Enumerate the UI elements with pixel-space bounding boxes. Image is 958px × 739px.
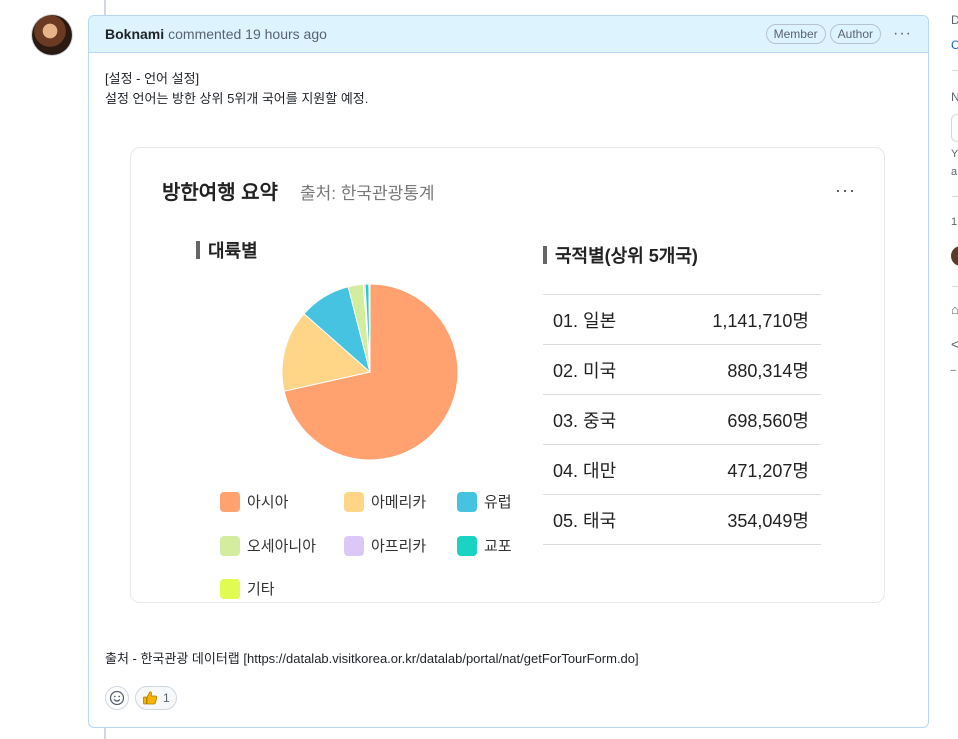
rank-value: 471,207명 [727, 460, 809, 481]
comment-box: Boknami commented 19 hours ago Member Au… [88, 15, 929, 728]
table-row: 05. 태국 354,049명 [543, 495, 821, 545]
legend-swatch [457, 535, 477, 556]
pie-slice-2 [281, 313, 372, 392]
author-badge: Author [829, 24, 882, 44]
legend-swatch [220, 578, 240, 599]
sidebar-letter: 1 [951, 216, 958, 228]
avatar[interactable] [32, 15, 72, 55]
legend-swatch [344, 535, 364, 556]
member-badge: Member [765, 24, 826, 44]
pin-icon[interactable]: ‾ [951, 368, 956, 383]
legend-item-africa: 아프리카 [344, 535, 426, 556]
sidebar-avatar[interactable] [951, 246, 958, 266]
table-row: 01. 일본 1,141,710명 [543, 295, 821, 345]
sidebar-button[interactable] [951, 114, 958, 142]
rank-country: 05. 태국 [553, 510, 617, 531]
table-row: 04. 대만 471,207명 [543, 445, 821, 495]
header-actions: Member Author ··· [765, 24, 912, 44]
legend-label: 오세아니아 [247, 538, 317, 555]
legend-item-overseas-korean: 교포 [457, 535, 512, 556]
add-reaction-button[interactable] [105, 686, 129, 710]
legend-label: 유럽 [484, 494, 512, 511]
nation-section-title: 국적별(상위 5개국) [543, 242, 698, 268]
share-icon[interactable]: < [951, 336, 958, 352]
legend-label: 교포 [484, 538, 512, 555]
rank-value: 354,049명 [727, 510, 809, 531]
continent-pie-chart [281, 283, 459, 461]
legend-swatch [344, 491, 364, 512]
legend-label: 아시아 [247, 494, 289, 511]
legend-item-europe: 유럽 [457, 491, 512, 512]
sidebar-divider [952, 70, 958, 71]
continent-section-title: 대륙별 [196, 237, 258, 263]
section-marker [543, 246, 547, 264]
notification-icon[interactable]: ⌂ [951, 302, 958, 317]
legend-swatch [220, 535, 240, 556]
legend-label: 아메리카 [371, 494, 427, 511]
sidebar-letter[interactable]: C [951, 38, 958, 52]
legend-item-asia: 아시아 [220, 491, 288, 512]
body-line-2: 설정 언어는 방한 상위 5위개 국어를 지원할 예정. [105, 91, 369, 106]
rank-country: 04. 대만 [553, 460, 617, 481]
section-marker [196, 241, 200, 259]
comment-timestamp[interactable]: commented 19 hours ago [168, 26, 327, 42]
sidebar-divider [952, 196, 958, 197]
sidebar-letter: Y [951, 148, 958, 160]
sidebar-letter: D [951, 13, 958, 27]
pie-slice-7 [368, 283, 371, 373]
right-sidebar-clipped: D C N Y a 1 ⌂ < ‾ [944, 0, 958, 739]
nation-title-text: 국적별(상위 5개국) [555, 246, 698, 266]
pie-svg [281, 283, 459, 461]
legend-swatch [457, 491, 477, 512]
table-row: 03. 중국 698,560명 [543, 395, 821, 445]
sidebar-letter: a [951, 166, 958, 178]
legend-swatch [220, 491, 240, 512]
legend-item-oceania: 오세아니아 [220, 535, 316, 556]
comment-body: [설정 - 언어 설정] 설정 언어는 방한 상위 5위개 국어를 지원할 예정… [89, 53, 928, 109]
legend-item-america: 아메리카 [344, 491, 426, 512]
rank-value: 880,314명 [727, 360, 809, 381]
body-line-1: [설정 - 언어 설정] [105, 71, 200, 86]
author-name[interactable]: Boknami [105, 26, 165, 42]
pie-slice-1 [283, 283, 459, 461]
table-row: 02. 미국 880,314명 [543, 345, 821, 395]
comment-header: Boknami commented 19 hours ago Member Au… [89, 16, 928, 53]
tourism-summary-image[interactable]: 방한여행 요약 출처: 한국관광통계 ··· 대륙별 아시아 아메리카 [130, 147, 885, 603]
thumbs-up-count: 1 [163, 691, 170, 705]
reactions-bar: 1 [105, 686, 177, 710]
rank-country: 01. 일본 [553, 310, 617, 331]
continent-title-text: 대륙별 [208, 241, 258, 261]
card-source: 출처: 한국관광통계 [300, 184, 435, 203]
sidebar-letter: N [951, 90, 958, 104]
thumbs-up-reaction-button[interactable]: 1 [135, 686, 177, 710]
rank-value: 1,141,710명 [712, 310, 809, 331]
legend-item-other: 기타 [220, 578, 275, 599]
rank-country: 02. 미국 [553, 360, 617, 381]
sidebar-divider [952, 286, 958, 287]
smiley-icon [109, 690, 125, 706]
rank-country: 03. 중국 [553, 410, 617, 431]
source-text: 출처 - 한국관광 데이터랩 [https://datalab.visitkor… [105, 651, 639, 666]
card-title: 방한여행 요약 [162, 182, 278, 204]
card-more-icon: ··· [835, 180, 856, 200]
rank-value: 698,560명 [727, 410, 809, 431]
legend-label: 아프리카 [371, 538, 427, 555]
thumbs-up-icon [143, 691, 158, 705]
more-options-icon[interactable]: ··· [893, 25, 912, 42]
legend-label: 기타 [247, 581, 275, 598]
nation-ranking-table: 01. 일본 1,141,710명 02. 미국 880,314명 03. 중국… [543, 294, 821, 545]
